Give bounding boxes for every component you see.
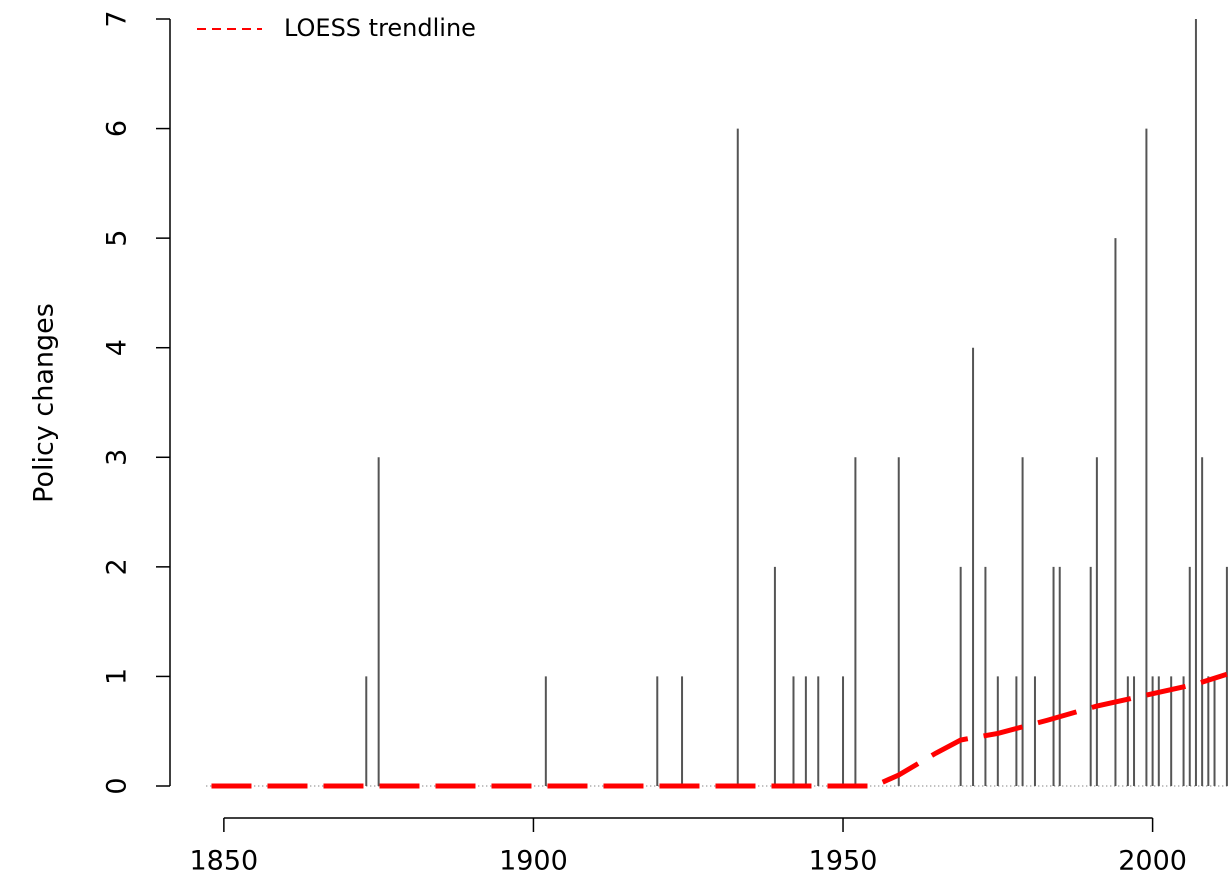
x-tick-label: 1850 (190, 846, 259, 877)
y-tick-label: 2 (102, 558, 133, 575)
y-tick-label: 1 (102, 668, 133, 685)
y-axis-label: Policy changes (29, 303, 60, 503)
legend-label: LOESS trendline (284, 14, 476, 42)
x-tick-label: 1950 (809, 846, 878, 877)
y-tick-label: 6 (102, 120, 133, 137)
y-tick-label: 5 (102, 230, 133, 247)
trend-line (211, 671, 1228, 789)
x-tick-label: 1900 (499, 846, 568, 877)
x-tick-label: 2000 (1118, 846, 1187, 877)
y-tick-label: 4 (102, 339, 133, 356)
y-tick-label: 0 (102, 777, 133, 794)
y-tick-label: 7 (102, 10, 133, 27)
y-tick-label: 3 (102, 449, 133, 466)
